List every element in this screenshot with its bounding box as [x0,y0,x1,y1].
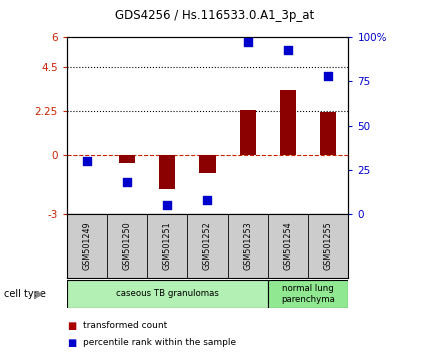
Text: GSM501251: GSM501251 [163,222,172,270]
Point [164,202,171,208]
Bar [280,90,296,155]
Point [83,158,90,164]
Text: GSM501252: GSM501252 [203,222,212,270]
Text: GSM501253: GSM501253 [243,222,252,270]
Bar [67,280,268,308]
Text: GDS4256 / Hs.116533.0.A1_3p_at: GDS4256 / Hs.116533.0.A1_3p_at [115,9,315,22]
Text: transformed count: transformed count [83,321,167,330]
Text: cell type: cell type [4,289,46,299]
Text: GSM501250: GSM501250 [123,222,132,270]
Text: percentile rank within the sample: percentile rank within the sample [83,338,236,347]
Bar [200,155,215,173]
Point [204,197,211,203]
Text: GSM501255: GSM501255 [324,222,333,270]
Point [285,47,292,52]
Text: GSM501254: GSM501254 [283,222,292,270]
Text: GSM501249: GSM501249 [82,222,91,270]
Bar [119,155,135,163]
Text: normal lung
parenchyma: normal lung parenchyma [281,284,335,303]
Point [123,179,130,185]
Point [244,40,251,45]
Bar [159,155,175,189]
Bar [268,280,348,308]
Text: ▶: ▶ [36,289,44,299]
Text: ■: ■ [67,338,76,348]
Text: ■: ■ [67,321,76,331]
Point [325,73,332,79]
Bar [240,110,256,155]
Text: caseous TB granulomas: caseous TB granulomas [116,289,219,298]
Bar [320,112,336,155]
